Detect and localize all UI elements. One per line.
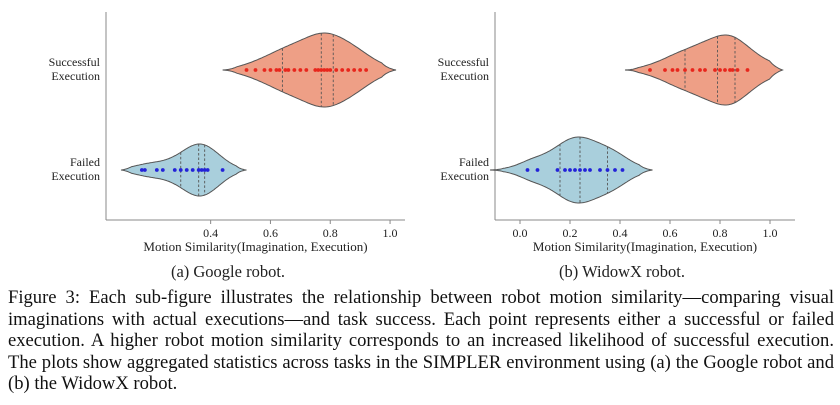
data-point [277, 68, 282, 72]
category-label: Failed [70, 155, 100, 169]
data-point [573, 168, 577, 172]
x-tick-label: 0.8 [323, 226, 338, 240]
subfigure-caption: (b) WidowX robot. [559, 262, 685, 281]
data-point [220, 168, 225, 172]
data-point [205, 168, 210, 172]
data-point [613, 168, 617, 172]
data-point [598, 168, 602, 172]
data-point [568, 168, 572, 172]
data-point [588, 168, 592, 172]
data-point [340, 68, 345, 72]
violin-body [222, 32, 397, 108]
data-point [154, 168, 159, 172]
figure-caption: Figure 3: Each sub-figure illustrates th… [8, 287, 834, 395]
data-point [663, 68, 667, 72]
data-point [698, 68, 702, 72]
x-tick-label: 0.4 [613, 226, 628, 240]
data-point [325, 68, 330, 72]
data-point [139, 168, 144, 172]
data-point [525, 168, 530, 172]
data-point [184, 168, 189, 172]
x-tick-label: 0.2 [563, 226, 578, 240]
data-point [578, 168, 582, 172]
data-point [334, 68, 339, 72]
x-tick-label: 1.0 [383, 226, 398, 240]
data-point [735, 68, 740, 72]
data-point [142, 168, 147, 172]
data-point [346, 68, 351, 72]
data-point [178, 168, 183, 172]
data-point [675, 68, 680, 72]
subfigure-caption: (a) Google robot. [171, 262, 285, 281]
data-point [304, 68, 309, 72]
violin-body [120, 143, 247, 197]
category-label: Execution [440, 69, 489, 83]
data-point [648, 68, 652, 72]
x-tick-label: 0.6 [263, 226, 278, 240]
data-point [313, 68, 318, 72]
data-point [364, 68, 369, 72]
data-point [196, 168, 201, 172]
data-point [253, 68, 258, 72]
data-point [274, 68, 279, 72]
figure-3: 0.4 0.6 0.8 1.0 Motion Similarity(Imaginatio… [49, 12, 795, 281]
data-point [690, 68, 695, 72]
data-point [535, 168, 540, 172]
data-point [319, 68, 324, 72]
category-label: Failed [459, 155, 489, 169]
x-tick-label: 1.0 [763, 226, 778, 240]
data-point [723, 68, 727, 72]
data-point [358, 68, 363, 72]
category-label: Execution [51, 169, 100, 183]
x-tick-label: 0.6 [663, 226, 678, 240]
data-point [322, 68, 327, 72]
x-axis-label: Motion Similarity(Imagination, Execution… [143, 239, 367, 254]
data-point [683, 68, 687, 72]
category-label: Execution [51, 69, 100, 83]
category-label: Execution [440, 169, 489, 183]
data-point [670, 68, 675, 72]
data-point [160, 168, 165, 172]
data-point [244, 68, 249, 72]
data-point [620, 168, 625, 172]
data-point [298, 68, 303, 72]
x-tick-label: 0.0 [513, 226, 528, 240]
data-point [199, 168, 204, 172]
data-point [316, 68, 321, 72]
data-point [292, 68, 297, 72]
data-point [605, 168, 610, 172]
x-tick-label: 0.4 [203, 226, 218, 240]
data-point [583, 168, 587, 172]
data-point [328, 68, 333, 72]
data-point [563, 168, 567, 172]
category-label: Successful [438, 55, 490, 69]
x-axis-label: Motion Similarity(Imagination, Execution… [533, 239, 757, 254]
data-point [268, 68, 273, 72]
data-point [555, 168, 560, 172]
data-point [283, 68, 288, 72]
data-point [352, 68, 357, 72]
data-point [190, 168, 195, 172]
data-point [172, 168, 177, 172]
data-point [713, 68, 717, 72]
category-label: Successful [49, 55, 101, 69]
data-point [718, 68, 722, 72]
x-tick-label: 0.8 [713, 226, 728, 240]
data-point [703, 68, 707, 72]
data-point [286, 68, 291, 72]
data-point [202, 168, 207, 172]
data-point [262, 68, 267, 72]
data-point [730, 68, 735, 72]
data-point [745, 68, 750, 72]
